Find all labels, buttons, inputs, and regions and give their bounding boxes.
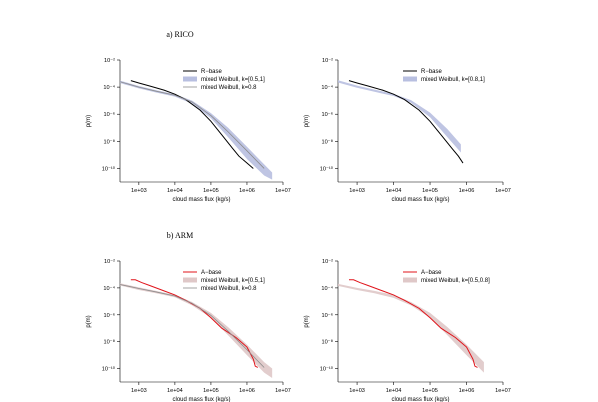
x-axis-label: cloud mass flux (kg/s)	[391, 397, 449, 402]
x-tick-label: 1e+04	[167, 388, 183, 394]
y-tick-label: 10⁻⁴	[103, 84, 115, 91]
x-tick-label: 1e+03	[349, 188, 365, 194]
weibull-band	[120, 283, 273, 378]
x-tick-label: 1e+05	[203, 188, 219, 194]
base-line	[348, 279, 478, 368]
y-tick-label: 10⁻¹⁰	[102, 366, 116, 373]
legend-label: A−base	[421, 270, 442, 276]
section-title-rico: a) RICO	[166, 30, 194, 39]
x-tick-label: 1e+04	[386, 188, 402, 194]
panel-b-right: 1e+03 1e+04 1e+05 1e+06 1e+07 10⁻² 10⁻⁴ 10⁻⁶ 10⁻…	[304, 259, 511, 402]
y-tick-label: 10⁻²	[104, 58, 115, 64]
y-tick-label: 10⁻⁴	[103, 285, 115, 292]
section-title-arm: b) ARM	[167, 231, 193, 240]
y-tick-label: 10⁻²	[322, 58, 333, 64]
panel-a-left: 1e+03 1e+04 1e+05 1e+06 1e+07 10⁻² 10⁻⁴ 10⁻⁶ 10⁻…	[86, 58, 291, 203]
y-tick-label: 10⁻⁶	[322, 111, 333, 118]
x-axis-label: cloud mass flux (kg/s)	[172, 397, 230, 402]
base-line	[348, 80, 464, 164]
legend-swatch	[403, 277, 417, 283]
panel-a-right: 1e+03 1e+04 1e+05 1e+06 1e+07 10⁻² 10⁻⁴ 10⁻⁶ 10⁻…	[304, 58, 511, 203]
legend-swatch	[403, 76, 417, 82]
y-tick-label: 10⁻⁸	[103, 339, 115, 346]
base-line	[130, 80, 254, 169]
y-tick-label: 10⁻⁶	[104, 312, 115, 319]
x-tick-label: 1e+03	[131, 388, 147, 394]
y-axis-label: p(m)	[304, 115, 310, 127]
legend-label: R−base	[421, 69, 443, 75]
x-tick-label: 1e+05	[203, 388, 219, 394]
y-tick-label: 10⁻⁴	[321, 285, 333, 292]
y-axis-label: p(m)	[304, 315, 310, 327]
x-tick-label: 1e+06	[239, 388, 255, 394]
y-tick-label: 10⁻⁶	[104, 111, 115, 118]
legend-label: A−base	[201, 270, 222, 276]
weibull-line	[119, 81, 265, 169]
x-tick-label: 1e+06	[459, 188, 475, 194]
panel-b-left: 1e+03 1e+04 1e+05 1e+06 1e+07 10⁻² 10⁻⁴ 10⁻⁶ 10⁻…	[86, 259, 291, 402]
x-tick-label: 1e+04	[386, 388, 402, 394]
x-tick-label: 1e+07	[495, 188, 511, 194]
legend-swatch	[183, 76, 197, 82]
legend-label: mixed Weibull, k=[0.5,1]	[201, 278, 265, 284]
legend-label: mixed Weibull, k=[0.5,1]	[201, 77, 265, 83]
y-tick-label: 10⁻²	[104, 259, 115, 265]
x-tick-label: 1e+07	[275, 188, 291, 194]
x-tick-label: 1e+07	[275, 388, 291, 394]
x-tick-label: 1e+06	[239, 188, 255, 194]
x-tick-label: 1e+03	[131, 188, 147, 194]
y-tick-label: 10⁻⁴	[321, 84, 333, 91]
y-axis-label: p(m)	[86, 115, 92, 127]
y-tick-label: 10⁻¹⁰	[320, 165, 334, 172]
y-tick-label: 10⁻⁸	[103, 138, 115, 145]
x-axis-label: cloud mass flux (kg/s)	[172, 197, 230, 203]
y-tick-label: 10⁻²	[322, 259, 333, 265]
x-tick-label: 1e+04	[167, 188, 183, 194]
y-tick-label: 10⁻¹⁰	[102, 165, 116, 172]
x-tick-label: 1e+05	[422, 188, 438, 194]
y-axis-label: p(m)	[86, 315, 92, 327]
x-tick-label: 1e+03	[349, 388, 365, 394]
x-tick-label: 1e+07	[495, 388, 511, 394]
y-tick-label: 10⁻¹⁰	[320, 366, 334, 373]
y-tick-label: 10⁻⁸	[321, 339, 333, 346]
y-tick-label: 10⁻⁶	[322, 312, 333, 319]
y-tick-label: 10⁻⁸	[321, 138, 333, 145]
x-axis-label: cloud mass flux (kg/s)	[391, 197, 449, 203]
legend-label: mixed Weibull, k=[0.8,1]	[421, 77, 485, 83]
weibull-band	[338, 283, 484, 373]
legend-label: mixed Weibull, k=0.8	[201, 286, 257, 292]
base-line	[130, 279, 259, 368]
x-tick-label: 1e+05	[422, 388, 438, 394]
weibull-line	[119, 284, 265, 368]
weibull-band	[338, 80, 461, 153]
legend-swatch	[183, 277, 197, 283]
x-tick-label: 1e+06	[459, 388, 475, 394]
legend-label: mixed Weibull, k=0.8	[201, 85, 257, 91]
legend-label: R−base	[201, 69, 223, 75]
legend-label: mixed Weibull, k=[0.5,0.8]	[421, 278, 490, 284]
